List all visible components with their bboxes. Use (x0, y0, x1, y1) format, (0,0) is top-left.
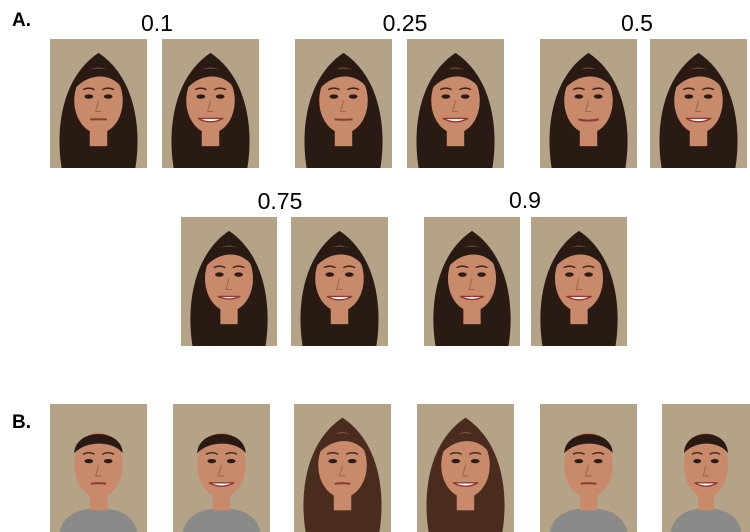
level-label-0-9: 0.9 (509, 187, 541, 213)
face-photo-a-0-5-happy (650, 39, 747, 168)
face-photo-a-0-1-happy (162, 39, 259, 168)
face-photo-a-0-9-neutral (424, 217, 520, 346)
face-photo-a-0-9-happy (531, 217, 627, 346)
face-photo-a-0-75-neutral (181, 217, 277, 346)
level-label-0-75: 0.75 (257, 188, 303, 214)
face-photo-a-0-25-happy (407, 39, 504, 168)
panel-b-label: B. (12, 412, 31, 433)
face-photo-b-male2-happy (662, 404, 750, 532)
face-photo-b-female-happy (417, 404, 514, 532)
face-photo-a-0-25-neutral (295, 39, 392, 168)
face-photo-b-male1-neutral (50, 404, 147, 532)
face-photo-b-female-neutral (294, 404, 391, 532)
face-photo-b-male2-neutral (540, 404, 637, 532)
face-photo-a-0-1-neutral (50, 39, 147, 168)
face-photo-b-male1-happy (173, 404, 270, 532)
level-label-0-25: 0.25 (382, 10, 428, 36)
level-label-0-5: 0.5 (621, 10, 653, 36)
face-photo-a-0-5-neutral (540, 39, 637, 168)
level-label-0-1: 0.1 (141, 10, 173, 36)
panel-a-label: A. (12, 10, 31, 31)
face-photo-a-0-75-happy (291, 217, 388, 346)
